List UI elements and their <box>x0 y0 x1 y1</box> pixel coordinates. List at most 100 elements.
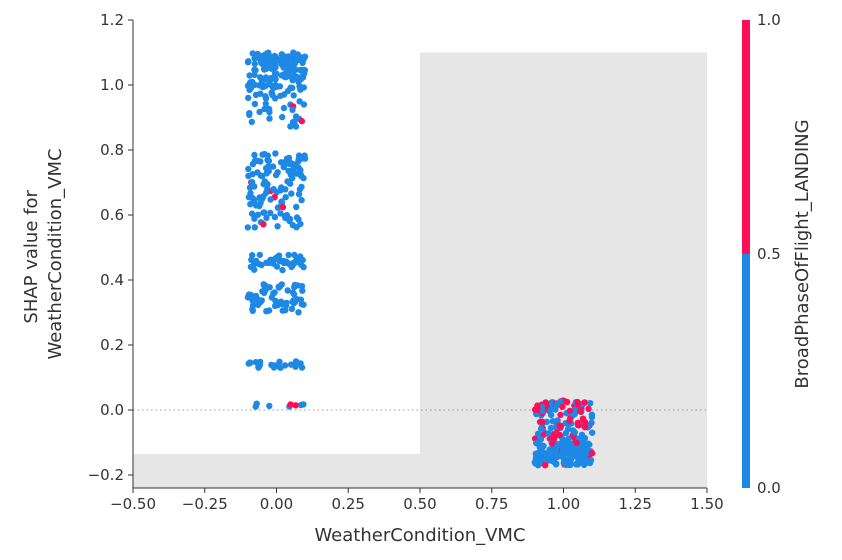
data-point <box>272 171 280 179</box>
data-point <box>588 450 596 457</box>
data-point <box>577 408 584 415</box>
data-point <box>252 202 260 209</box>
data-point <box>256 108 263 116</box>
data-point <box>276 358 283 365</box>
data-point <box>565 425 572 433</box>
x-tick-label: 1.25 <box>619 495 652 513</box>
y-axis-ticks: −0.2 0.0 0.2 0.4 0.6 0.8 1.0 1.2 <box>88 11 133 484</box>
data-point <box>285 260 292 267</box>
data-point <box>248 179 256 186</box>
data-point <box>284 287 291 294</box>
data-point <box>544 457 551 464</box>
data-point <box>589 429 596 436</box>
data-point <box>280 91 288 98</box>
data-point <box>299 287 306 294</box>
data-point <box>290 166 297 173</box>
data-point <box>290 291 298 298</box>
data-point <box>263 214 270 221</box>
data-point <box>245 165 252 173</box>
data-point <box>554 417 561 424</box>
data-point <box>261 150 268 158</box>
data-point <box>267 196 274 203</box>
data-point <box>571 449 579 456</box>
data-point <box>261 209 268 216</box>
data-point <box>279 266 286 274</box>
data-point <box>543 450 551 458</box>
data-point <box>263 308 270 315</box>
data-point <box>256 261 263 268</box>
data-point <box>575 460 582 468</box>
data-point <box>543 418 550 426</box>
x-tick-label: −0.50 <box>110 495 156 513</box>
data-point <box>257 90 264 97</box>
data-point <box>245 172 252 180</box>
data-point <box>248 79 255 87</box>
data-point <box>262 74 270 81</box>
y-tick-label: 0.0 <box>100 401 124 419</box>
data-point <box>538 442 545 449</box>
data-point <box>535 457 543 464</box>
data-point <box>252 359 259 366</box>
data-point <box>293 214 301 221</box>
data-point <box>290 300 297 307</box>
data-point <box>286 160 293 168</box>
data-point <box>248 210 256 217</box>
data-point <box>300 301 307 308</box>
data-point <box>271 362 278 369</box>
colorbar-tick-label: 0.0 <box>757 479 781 497</box>
data-point <box>549 440 556 447</box>
data-point <box>279 204 287 211</box>
data-point <box>288 190 295 197</box>
data-point <box>295 164 302 171</box>
data-point <box>537 448 545 455</box>
data-point <box>568 440 575 447</box>
data-point <box>257 158 264 165</box>
data-point <box>252 67 259 74</box>
data-point <box>244 59 252 66</box>
x-tick-label: 0.25 <box>332 495 365 513</box>
data-point <box>292 52 299 59</box>
data-point <box>581 399 588 406</box>
data-point <box>245 194 253 201</box>
data-point <box>272 75 279 83</box>
background-histogram <box>133 52 707 488</box>
data-point <box>279 300 286 308</box>
data-point <box>260 65 268 73</box>
data-point <box>247 201 254 208</box>
data-point <box>581 423 589 431</box>
data-point <box>581 434 589 442</box>
data-point <box>280 104 288 112</box>
data-point <box>251 60 258 68</box>
data-point <box>575 422 582 429</box>
data-points <box>244 49 596 469</box>
data-point <box>295 309 302 316</box>
data-point <box>552 406 559 413</box>
data-point <box>293 203 300 211</box>
data-point <box>539 418 546 425</box>
data-point <box>289 106 296 114</box>
data-point <box>556 422 563 429</box>
data-point <box>298 364 306 371</box>
data-point <box>246 184 254 191</box>
data-point <box>246 111 253 119</box>
data-point <box>571 429 578 436</box>
data-point <box>268 89 275 96</box>
data-point <box>295 191 303 198</box>
data-point <box>271 213 279 221</box>
colorbar-gradient <box>742 20 750 488</box>
data-point <box>267 256 275 263</box>
data-point <box>297 153 304 161</box>
data-point <box>563 439 570 446</box>
data-point <box>273 263 281 270</box>
data-point <box>265 105 273 113</box>
data-point <box>288 305 296 312</box>
y-tick-label: 1.0 <box>100 76 124 94</box>
data-point <box>563 398 571 406</box>
data-point <box>534 430 542 437</box>
data-point <box>287 401 294 408</box>
data-point <box>549 418 557 425</box>
data-point <box>289 175 296 182</box>
data-point <box>251 197 258 204</box>
data-point <box>579 415 587 422</box>
